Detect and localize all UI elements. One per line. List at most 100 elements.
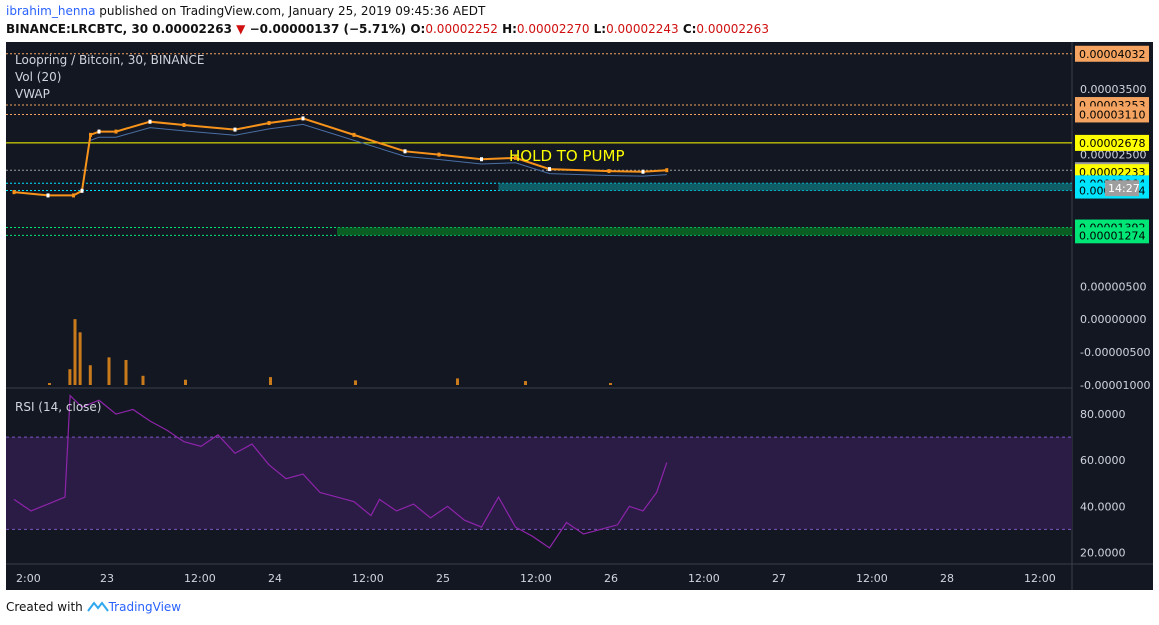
rsi-axis-tick: 60.0000 xyxy=(1080,454,1126,467)
high-label: H: xyxy=(502,22,517,36)
vwap-line xyxy=(90,123,667,177)
level-price-label: 0.00003110 xyxy=(1079,108,1145,121)
price-candle xyxy=(182,122,186,127)
time-axis-tick: 12:00 xyxy=(184,572,216,585)
countdown-tag xyxy=(1105,180,1139,197)
volume-bar xyxy=(78,332,82,385)
price-candle xyxy=(46,193,50,198)
rsi-band xyxy=(6,437,1072,530)
legend-vwap: VWAP xyxy=(15,87,50,101)
rsi-axis-tick: 40.0000 xyxy=(1080,500,1126,513)
chart-area[interactable]: 0.00003500 0.00002500 0.00000500 0.00000000… xyxy=(6,42,1153,590)
created-with-text: Created with xyxy=(6,600,83,614)
price-candle xyxy=(80,188,84,193)
price-candle xyxy=(514,155,517,160)
time-axis-tick: 23 xyxy=(100,572,114,585)
volume-bar xyxy=(107,357,111,385)
time-axis-tick: 2:00 xyxy=(16,572,41,585)
close-value: 0.00002263 xyxy=(696,22,769,36)
price-axis-tick: 0.00000000 xyxy=(1080,313,1146,326)
volume-bar xyxy=(456,378,459,385)
price-candle xyxy=(148,119,152,124)
level-price-label: 0.00004032 xyxy=(1079,48,1145,61)
time-axis-tick: 26 xyxy=(604,572,618,585)
time-axis-tick: 24 xyxy=(268,572,282,585)
price-axis-tick: 0.00003500 xyxy=(1080,83,1146,96)
time-axis-tick: 27 xyxy=(772,572,786,585)
time-axis-tick: 12:00 xyxy=(1024,572,1056,585)
price-change: −0.00000137 (−5.71%) xyxy=(249,22,407,36)
price-candle xyxy=(114,129,118,134)
price-candle xyxy=(607,169,611,174)
author-link[interactable]: ibrahim_henna xyxy=(6,4,96,18)
level-price-tag xyxy=(1075,106,1149,123)
price-candle xyxy=(97,129,101,134)
symbol-label: BINANCE:LRCBTC, 30 xyxy=(6,22,149,36)
time-axis-tick: 25 xyxy=(436,572,450,585)
time-axis-tick: 28 xyxy=(940,572,954,585)
down-arrow-icon: ▼ xyxy=(236,22,246,36)
published-text: published on TradingView.com, January 25… xyxy=(99,4,486,18)
price-candle xyxy=(12,190,16,195)
low-label: L: xyxy=(593,22,607,36)
volume-bar xyxy=(88,365,92,385)
price-candle xyxy=(89,132,92,137)
volume-bar xyxy=(269,377,272,385)
volume-bar xyxy=(609,383,612,385)
time-axis-tick: 12:00 xyxy=(688,572,720,585)
low-value: 0.00002243 xyxy=(606,22,679,36)
rsi-axis-tick: 20.0000 xyxy=(1080,546,1126,559)
close-label: C: xyxy=(682,22,697,36)
time-axis-tick: 12:00 xyxy=(520,572,552,585)
price-axis-tick: 0.00002500 xyxy=(1080,149,1146,162)
volume-bar xyxy=(524,381,527,385)
volume-bar xyxy=(354,380,357,385)
volume-bar xyxy=(124,359,128,385)
footer: Created with TradingView xyxy=(6,600,181,614)
countdown-label: 14:27 xyxy=(1108,182,1140,195)
volume-bar xyxy=(141,375,145,385)
publish-info: ibrahim_henna published on TradingView.c… xyxy=(6,4,485,18)
legend-title: Loopring / Bitcoin, 30, BINANCE xyxy=(15,53,205,67)
open-value: 0.00002252 xyxy=(425,22,498,36)
volume-bar xyxy=(184,379,187,385)
price-candle xyxy=(72,193,75,198)
price-axis-tick: 0.00000500 xyxy=(1080,280,1146,293)
price-candle xyxy=(352,132,356,137)
rsi-line xyxy=(13,394,668,549)
last-price: 0.00002263 xyxy=(152,22,232,36)
price-candle xyxy=(233,127,237,132)
legend-volume: Vol (20) xyxy=(15,70,61,84)
price-candle xyxy=(548,167,551,172)
price-candle xyxy=(403,149,407,154)
legend-rsi: RSI (14, close) xyxy=(15,400,101,414)
level-price-label: 0.00001274 xyxy=(1079,229,1145,242)
price-candle xyxy=(267,121,271,126)
open-label: O: xyxy=(410,22,426,36)
level-price-tag xyxy=(1075,227,1149,244)
price-candle xyxy=(480,157,483,162)
level-price-tag xyxy=(1075,45,1149,62)
chart-svg[interactable]: 0.00003500 0.00002500 0.00000500 0.00000000… xyxy=(6,42,1153,590)
volume-bar xyxy=(73,319,77,385)
rsi-axis-tick: 80.0000 xyxy=(1080,408,1126,421)
price-axis-tick: -0.00000500 xyxy=(1080,346,1150,359)
level-price-label: 0.00002678 xyxy=(1079,137,1145,150)
price-candle xyxy=(437,152,441,157)
price-axis-tick: -0.00001000 xyxy=(1080,379,1150,392)
tradingview-link[interactable]: TradingView xyxy=(108,600,182,614)
level-price-tag xyxy=(1075,134,1149,151)
volume-bar xyxy=(48,383,51,385)
time-axis-tick: 12:00 xyxy=(856,572,888,585)
time-axis-tick: 12:00 xyxy=(352,572,384,585)
support-zone-green xyxy=(337,227,1072,236)
price-candle xyxy=(301,116,305,121)
volume-bar xyxy=(68,369,72,385)
hold-to-pump-annotation: HOLD TO PUMP xyxy=(509,147,625,165)
symbol-info: BINANCE:LRCBTC, 30 0.00002263 ▼ −0.00000… xyxy=(6,22,769,36)
tradingview-logo-icon xyxy=(86,601,109,612)
price-candle xyxy=(641,169,645,174)
high-value: 0.00002270 xyxy=(516,22,590,36)
price-candle xyxy=(665,168,669,173)
support-zone-blue xyxy=(498,183,1072,191)
